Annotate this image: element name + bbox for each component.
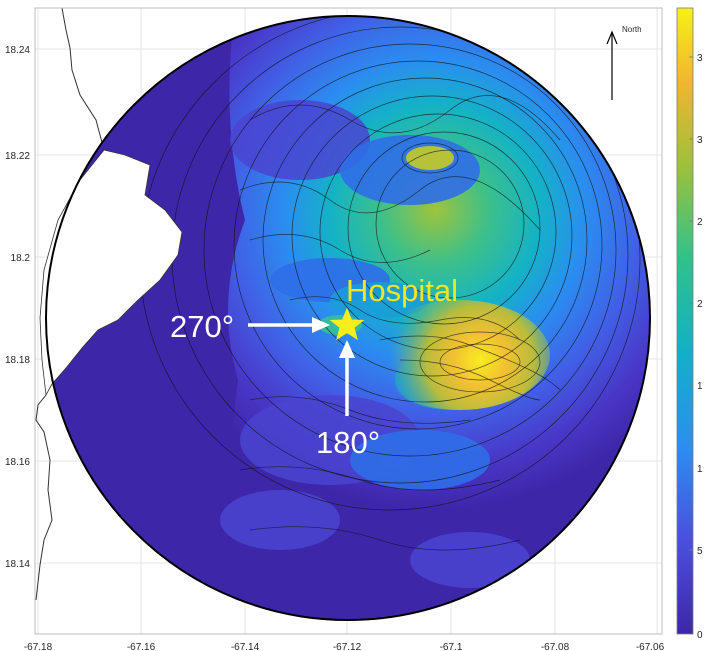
colorbar-tick: 1 xyxy=(697,381,703,392)
colorbar-tick: 5 xyxy=(697,546,703,557)
x-axis-ticks: -67.18 -67.16 -67.14 -67.12 -67.1 -67.08… xyxy=(24,642,665,651)
y-tick: 18.16 xyxy=(5,457,30,468)
x-tick: -67.08 xyxy=(541,642,570,651)
contour-field xyxy=(46,16,650,620)
coastline xyxy=(35,8,105,601)
hospital-marker: Hospital xyxy=(329,273,458,341)
x-tick: -67.14 xyxy=(231,642,260,651)
x-tick: -67.16 xyxy=(127,642,156,651)
x-tick: -67.18 xyxy=(24,642,53,651)
y-tick: 18.2 xyxy=(11,253,31,264)
colorbar: 3 3 2 2 1 1 5 0 xyxy=(676,7,703,641)
coverage-circle xyxy=(45,15,651,621)
x-tick: -67.12 xyxy=(333,642,362,651)
y-tick: 18.24 xyxy=(5,45,30,56)
colorbar-tick: 0 xyxy=(697,630,703,641)
colorbar-tick: 3 xyxy=(697,135,703,146)
colorbar-tick: 2 xyxy=(697,299,703,310)
hospital-label: Hospital xyxy=(346,273,458,308)
y-tick: 18.14 xyxy=(5,559,30,570)
colorbar-gradient xyxy=(676,7,694,635)
y-tick: 18.18 xyxy=(5,355,30,366)
north-arrow: North xyxy=(606,25,642,100)
x-tick: -67.1 xyxy=(440,642,463,651)
y-axis-ticks: 18.24 18.22 18.2 18.18 18.16 18.14 xyxy=(5,45,30,570)
arrow-right-icon xyxy=(312,317,330,333)
y-tick: 18.22 xyxy=(5,151,30,162)
colorbar-tick: 1 xyxy=(697,464,703,475)
colorbar-tick: 3 xyxy=(697,53,703,64)
star-icon xyxy=(329,307,365,341)
x-tick: -67.06 xyxy=(636,642,665,651)
angle-180-annotation: 180° xyxy=(316,340,380,460)
angle-180-label: 180° xyxy=(316,425,380,460)
land-area xyxy=(39,149,183,397)
angle-270-annotation: 270° xyxy=(170,309,330,344)
angle-270-label: 270° xyxy=(170,309,234,344)
colorbar-tick: 2 xyxy=(697,217,703,228)
north-label: North xyxy=(622,25,642,34)
arrow-up-icon xyxy=(339,340,355,358)
